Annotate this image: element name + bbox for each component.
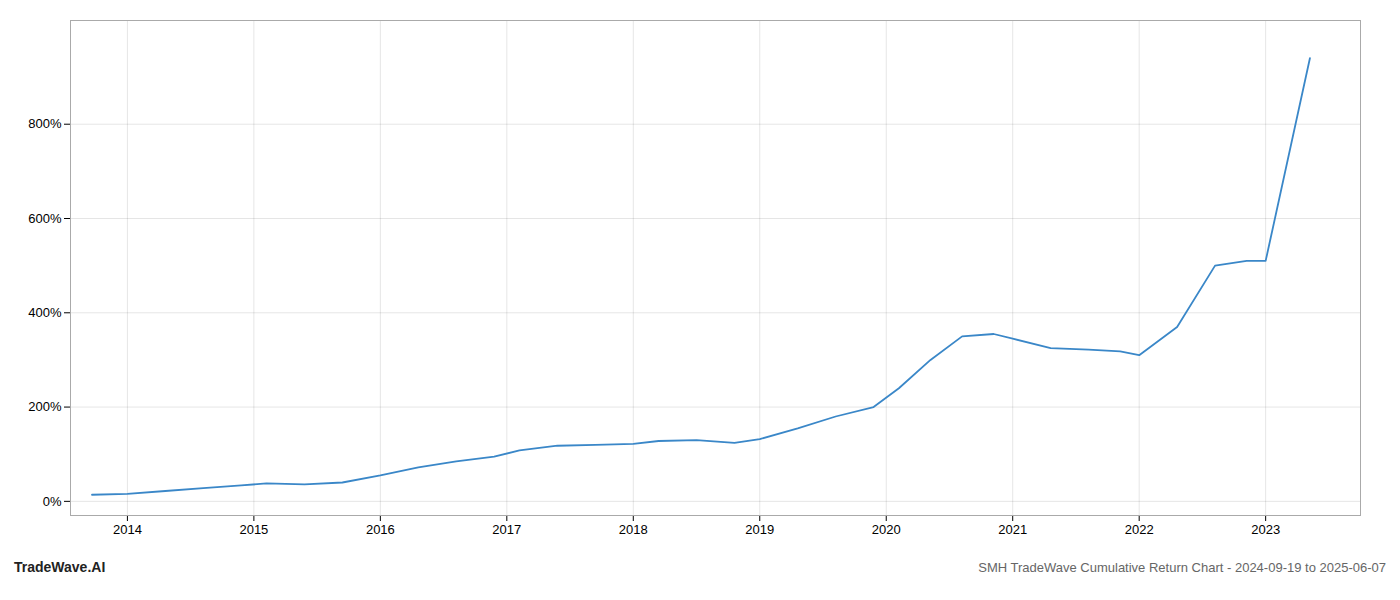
- svg-text:2021: 2021: [998, 522, 1027, 537]
- html-text:SMH TradeWave Cumulative Retur: SMH TradeWave Cumulative Return Chart - …: [978, 560, 1386, 575]
- svg-text:2017: 2017: [492, 522, 521, 537]
- svg-text:2022: 2022: [1125, 522, 1154, 537]
- svg-text:2016: 2016: [366, 522, 395, 537]
- svg-text:200%: 200%: [28, 399, 62, 414]
- svg-text:2020: 2020: [872, 522, 901, 537]
- svg-text:2019: 2019: [745, 522, 774, 537]
- svg-text:2018: 2018: [619, 522, 648, 537]
- svg-text:2023: 2023: [1251, 522, 1280, 537]
- svg-text:600%: 600%: [28, 211, 62, 226]
- svg-text:0%: 0%: [43, 494, 62, 509]
- svg-text:2014: 2014: [113, 522, 142, 537]
- svg-text:400%: 400%: [28, 305, 62, 320]
- svg-text:800%: 800%: [28, 116, 62, 131]
- svg-text:2015: 2015: [239, 522, 268, 537]
- html-text:TradeWave.AI: TradeWave.AI: [14, 559, 106, 575]
